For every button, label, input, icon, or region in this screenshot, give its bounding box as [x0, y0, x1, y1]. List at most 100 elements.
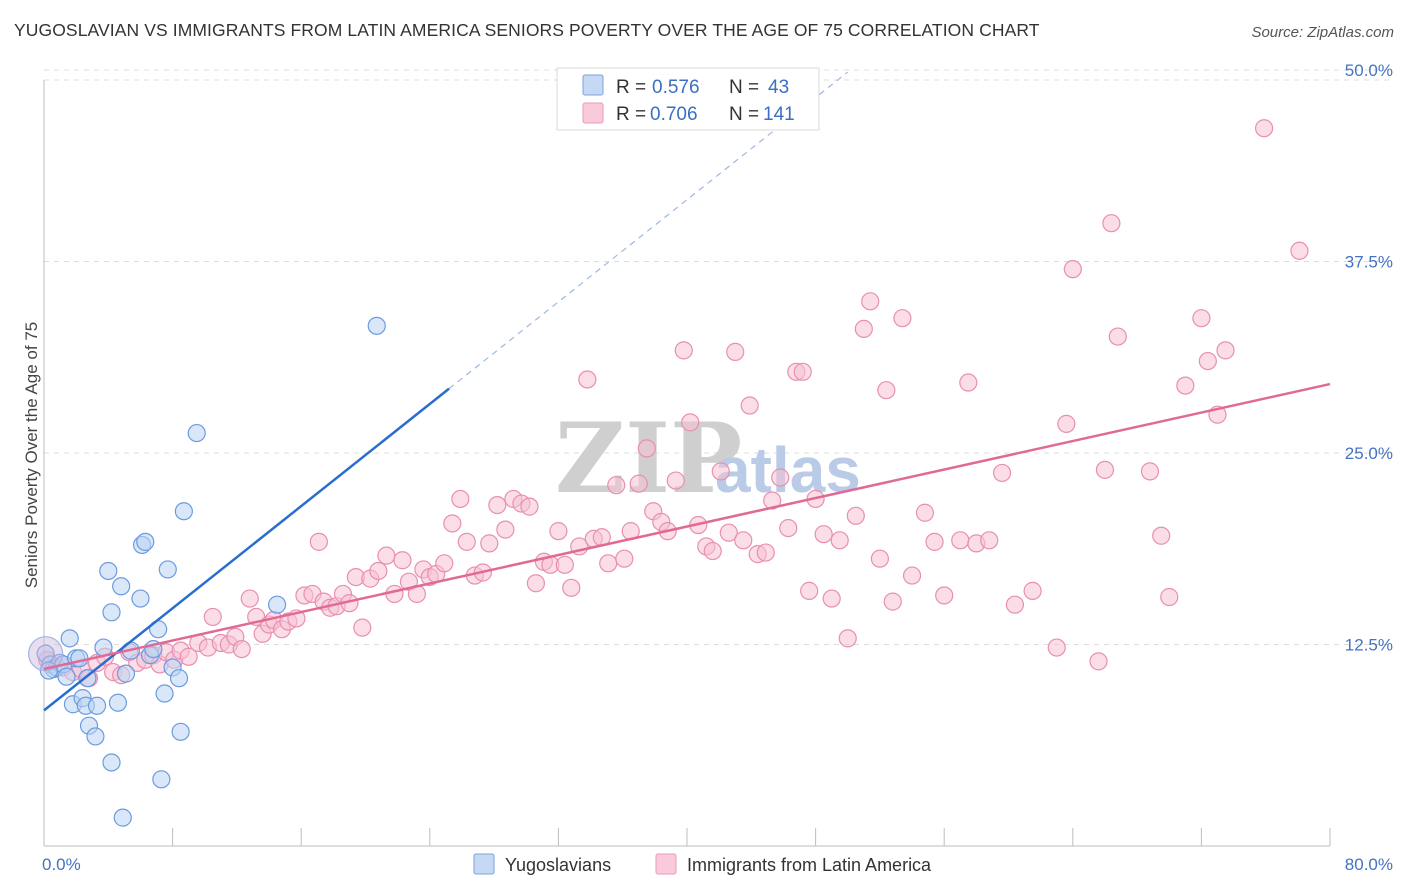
- latin-point-76: [607, 476, 626, 495]
- y-tick-label-3: 50.0%: [1345, 61, 1393, 80]
- bottom-legend-swatch-yugoslavians: [473, 853, 495, 875]
- latin-point-47: [393, 551, 412, 570]
- legend-swatch-yugoslavians: [582, 74, 604, 96]
- axes: [43, 80, 1331, 847]
- latin-point-111: [870, 549, 890, 568]
- latin-point-56: [457, 532, 476, 551]
- yugoslavian-point-34: [158, 560, 177, 579]
- y-axis-label: Seniors Poverty Over the Age of 75: [22, 322, 41, 588]
- latin-point-126: [1047, 638, 1066, 657]
- yugoslavian-point-20: [102, 753, 121, 772]
- latin-point-89: [703, 541, 722, 561]
- latin-point-109: [854, 319, 873, 339]
- latin-point-128: [1063, 260, 1082, 279]
- trend-lines: [43, 71, 1331, 712]
- latin-point-60: [488, 495, 507, 515]
- latin-point-84: [666, 471, 685, 490]
- latin-point-102: [800, 581, 819, 600]
- latin-point-123: [992, 463, 1012, 483]
- latin-point-110: [861, 292, 880, 311]
- latin-point-113: [883, 592, 902, 611]
- yugoslavian-point-32: [152, 770, 171, 789]
- y-tick-label-0: 12.5%: [1345, 636, 1393, 655]
- latin-point-61: [496, 520, 515, 539]
- latin-point-44: [369, 561, 388, 581]
- latin-point-114: [893, 309, 912, 328]
- latin-point-135: [1160, 587, 1179, 607]
- cluster-point-origin: [28, 636, 64, 672]
- latin-point-96: [756, 543, 775, 562]
- yugoslavian-point-7: [60, 629, 79, 648]
- yugoslavian-point-6: [57, 667, 76, 686]
- legend-n-value-1: 43: [768, 77, 789, 98]
- latin-point-130: [1095, 460, 1115, 479]
- latin-point-112: [877, 381, 896, 400]
- latin-point-140: [1216, 341, 1235, 360]
- latin-point-98: [771, 468, 790, 487]
- latin-point-80: [637, 439, 656, 458]
- x-tick-label-0: 0.0%: [42, 855, 81, 874]
- latin-point-69: [555, 555, 574, 574]
- latin-point-104: [814, 525, 833, 544]
- latin-point-122: [980, 531, 999, 550]
- yugoslavian-point-37: [171, 722, 190, 741]
- latin-point-106: [830, 531, 849, 550]
- latin-point-59: [480, 534, 499, 553]
- yugoslavian-point-33: [155, 684, 174, 703]
- yugoslavian-point-26: [131, 589, 150, 608]
- x-tick-label-1: 80.0%: [1345, 855, 1393, 874]
- latin-point-138: [1198, 351, 1217, 371]
- latin-point-90: [711, 462, 730, 481]
- latin-point-132: [1108, 327, 1127, 346]
- legend-n-value-2: 141: [763, 104, 795, 125]
- chart-title: YUGOSLAVIAN VS IMMIGRANTS FROM LATIN AME…: [14, 20, 1040, 40]
- legend-swatch-latin: [582, 102, 604, 124]
- yugoslavian-point-16: [87, 696, 107, 715]
- trend-line-yugoslavians-extension: [448, 71, 849, 390]
- yugoslavian-point-19: [102, 603, 121, 622]
- trend-line-latin: [43, 382, 1331, 671]
- latin-point-53: [435, 554, 454, 573]
- x-tick-labels: 0.0% 80.0%: [42, 855, 1393, 874]
- latin-point-125: [1023, 581, 1042, 600]
- series-yugoslavians-points: [28, 316, 386, 827]
- yugoslavian-point-40: [267, 595, 287, 614]
- latin-point-54: [443, 514, 462, 533]
- latin-point-97: [763, 491, 782, 510]
- latin-point-70: [562, 578, 581, 597]
- legend-n-label-1: N =: [729, 77, 759, 98]
- series-legend: Yugoslavians Immigrants from Latin Ameri…: [473, 853, 932, 875]
- yugoslavian-point-15: [86, 727, 105, 746]
- latin-point-64: [520, 497, 539, 516]
- bottom-legend-yugoslavians: Yugoslavians: [505, 855, 611, 875]
- watermark: ZIP atlas: [555, 402, 861, 515]
- bottom-legend-swatch-latin: [655, 853, 677, 875]
- latin-point-79: [629, 474, 648, 493]
- latin-point-141: [1254, 119, 1274, 138]
- latin-point-118: [935, 586, 954, 605]
- latin-point-133: [1140, 462, 1160, 481]
- latin-point-120: [959, 373, 978, 392]
- yugoslavian-point-24: [116, 664, 136, 683]
- y-tick-label-2: 37.5%: [1345, 253, 1393, 272]
- y-tick-labels: 12.5% 25.0% 37.5% 50.0%: [1345, 61, 1393, 655]
- bottom-legend-latin: Immigrants from Latin America: [687, 855, 932, 875]
- watermark-atlas: atlas: [715, 434, 861, 506]
- latin-point-17: [179, 647, 198, 666]
- yugoslavian-point-36: [169, 669, 189, 688]
- watermark-zip: ZIP: [555, 402, 742, 515]
- y-tick-label-1: 25.0%: [1345, 444, 1393, 463]
- legend-r-label-2: R =: [616, 104, 646, 125]
- latin-point-115: [902, 566, 922, 585]
- latin-point-45: [377, 546, 396, 565]
- latin-point-107: [838, 629, 857, 648]
- latin-point-116: [915, 503, 935, 522]
- latin-point-65: [526, 574, 545, 593]
- yugoslavian-point-39: [187, 423, 206, 443]
- latin-point-24: [232, 639, 251, 659]
- series-latin-points: [38, 119, 1309, 688]
- latin-point-93: [734, 531, 753, 550]
- source-label: Source: ZipAtlas.com: [1251, 24, 1394, 41]
- yugoslavian-point-22: [112, 577, 131, 596]
